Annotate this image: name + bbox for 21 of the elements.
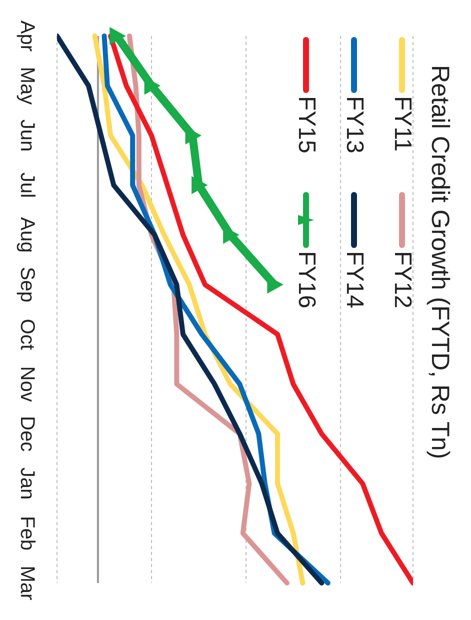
y-tick-label: Mar [16,566,38,601]
y-tick-label: Dec [16,416,38,452]
y-tick-label: Feb [16,516,38,551]
y-tick-label: Jan [16,467,38,500]
legend-label: FY13 [340,96,368,154]
legend-label: FY11 [388,96,416,152]
y-tick-label: Sep [16,266,38,302]
y-tick-label: Aug [16,217,38,253]
text: Retail Credit Growth (FYTD, Rs Tn) [425,65,454,460]
y-tick-label: May [16,66,38,105]
y-tick-label: Apr [16,20,38,52]
y-tick-label: Nov [16,366,38,402]
y-tick-label: Jun [16,119,38,152]
y-tick-label: Jul [16,172,38,198]
legend-label: FY15 [292,96,320,154]
legend-label: FY16 [292,251,320,308]
point [192,176,208,194]
legend-label: FY12 [388,251,416,308]
point [110,27,126,45]
legend-label: FY14 [340,251,368,308]
y-tick-label: Oct [16,318,38,350]
